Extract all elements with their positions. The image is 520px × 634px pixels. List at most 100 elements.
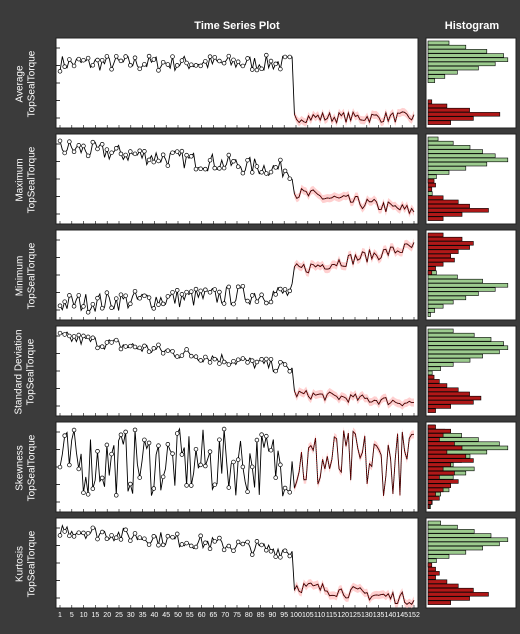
data-point — [62, 332, 67, 337]
histogram-bar-test — [427, 270, 433, 275]
histogram-bar-test — [427, 475, 440, 480]
x-tick-label: 45 — [162, 612, 170, 619]
data-point — [132, 344, 138, 350]
data-point — [99, 475, 105, 481]
data-point — [90, 525, 96, 531]
data-point — [104, 442, 110, 448]
histogram-bar-test — [427, 496, 440, 501]
plot-area — [55, 37, 419, 129]
histogram-bar-train — [427, 312, 431, 317]
data-point — [203, 59, 208, 64]
data-point — [184, 483, 189, 488]
test-estimate-line — [294, 389, 415, 407]
data-point — [278, 462, 283, 468]
test-estimate-line — [294, 582, 415, 605]
data-point — [76, 143, 82, 148]
histogram-bar-train — [427, 65, 479, 71]
test-band — [294, 386, 414, 410]
data-point — [76, 56, 82, 62]
histogram-bar-test — [427, 562, 433, 568]
histogram-bar-test — [427, 241, 474, 246]
data-point — [235, 59, 241, 65]
data-point — [114, 54, 119, 59]
data-point — [212, 482, 217, 487]
data-point — [123, 429, 128, 435]
x-tick-label: 70 — [221, 612, 229, 619]
data-point — [99, 529, 105, 535]
histogram-bar-train — [427, 70, 458, 75]
data-point — [62, 150, 67, 156]
data-point — [174, 149, 180, 154]
histogram-bar-test — [427, 596, 470, 601]
data-point — [226, 362, 232, 367]
data-point — [85, 310, 91, 315]
x-tick-label: 85 — [257, 612, 265, 619]
x-tick-label: 95 — [280, 612, 288, 619]
data-point — [67, 57, 72, 62]
series-panel-4 — [55, 421, 419, 513]
data-point — [71, 63, 77, 69]
data-point — [184, 347, 189, 352]
x-tick-label: 135 — [373, 612, 385, 619]
data-point — [160, 542, 166, 548]
data-point — [67, 293, 72, 298]
data-point — [90, 62, 96, 68]
data-point — [203, 463, 208, 469]
data-point — [184, 540, 189, 546]
plot-area — [55, 325, 419, 417]
data-point — [278, 157, 283, 163]
data-point — [226, 543, 232, 549]
data-point — [249, 552, 255, 557]
histogram-bar-test — [427, 454, 467, 459]
data-point — [282, 362, 288, 367]
data-point — [71, 149, 77, 154]
histogram-bar-test — [427, 116, 474, 121]
histogram-bar-train — [427, 49, 488, 54]
x-tick-label: 40 — [151, 612, 159, 619]
histogram-bar-test — [427, 112, 501, 117]
data-point — [95, 449, 100, 454]
data-point — [273, 554, 278, 559]
histogram-bar-test — [427, 408, 436, 413]
data-point — [282, 548, 288, 554]
data-point — [264, 171, 269, 176]
histogram-bar-train — [427, 337, 492, 342]
histogram-bar-train — [427, 78, 436, 83]
histogram-bar-train — [427, 545, 483, 551]
data-point — [189, 62, 194, 67]
histogram-panel-0 — [425, 37, 517, 129]
data-point — [212, 539, 217, 544]
x-tick-label: 55 — [186, 612, 194, 619]
data-point — [99, 57, 105, 63]
data-point — [165, 294, 171, 299]
data-point — [128, 63, 133, 68]
data-point — [287, 490, 292, 495]
data-point — [245, 360, 250, 365]
histogram-bar-test — [427, 504, 430, 509]
data-point — [203, 166, 208, 172]
histogram-bar-test — [427, 491, 436, 497]
histogram-bar-train — [427, 299, 454, 305]
data-point — [67, 139, 72, 144]
data-point — [109, 67, 114, 72]
data-point — [240, 170, 246, 176]
data-point — [240, 541, 246, 547]
data-point — [287, 54, 292, 60]
data-point — [156, 443, 161, 448]
data-point — [95, 536, 100, 542]
data-point — [174, 354, 180, 359]
histogram-bar-test — [427, 587, 474, 593]
histogram-bar-train — [427, 274, 458, 280]
histogram-panel-5 — [425, 517, 517, 609]
histogram-bar-test — [427, 216, 444, 221]
data-point — [62, 299, 67, 304]
x-tick-label: 115 — [326, 612, 337, 619]
data-point — [57, 330, 63, 336]
x-tick-label: 5 — [70, 612, 74, 619]
data-point — [184, 289, 189, 295]
data-point — [231, 301, 236, 307]
data-point — [151, 159, 157, 165]
data-point — [114, 337, 119, 343]
data-point — [62, 433, 67, 438]
data-point — [231, 459, 236, 465]
